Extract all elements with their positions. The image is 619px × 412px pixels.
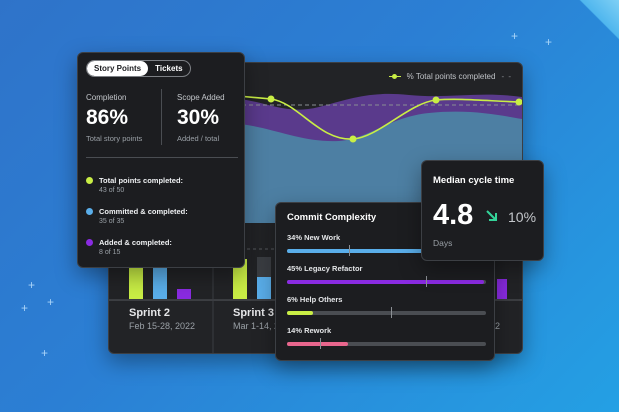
sparkle-icon: + xyxy=(511,29,519,43)
metric-toggle[interactable]: Story Points Tickets xyxy=(86,60,191,77)
points-completed-marker xyxy=(349,135,357,143)
complexity-fill xyxy=(287,311,314,315)
completion-label: Completion xyxy=(86,93,127,102)
story-points-card: Story Points Tickets Completion 86% Tota… xyxy=(77,52,245,268)
complexity-fill xyxy=(287,249,436,253)
median-title: Median cycle time xyxy=(433,175,515,186)
complexity-row-rework: 14% Rework xyxy=(287,326,486,349)
lime-dot-icon xyxy=(86,177,93,184)
scope-label: Scope Added xyxy=(177,93,225,102)
sprint3-total-bar xyxy=(233,259,247,299)
legend-title: Committed & completed: xyxy=(99,207,188,216)
sprint-label: Sprint 3 xyxy=(233,307,274,319)
section-divider xyxy=(86,157,238,158)
legend-value: 35 of 35 xyxy=(99,218,125,225)
blue-dot-icon xyxy=(86,208,93,215)
legend-value: 43 of 50 xyxy=(99,187,125,194)
line-marker-icon xyxy=(388,73,401,81)
complexity-row-legacy-refactor: 45% Legacy Refactor xyxy=(287,264,486,287)
legend-title: Added & completed: xyxy=(99,238,172,247)
scope-sub: Added / total xyxy=(177,134,220,143)
chart-legend-label: % Total points completed xyxy=(406,72,496,81)
median-value: 4.8 xyxy=(433,199,474,231)
sprint2-committed-bar xyxy=(153,267,167,299)
arrow-down-right-icon xyxy=(486,210,497,221)
complexity-label: 14% Rework xyxy=(287,326,332,335)
scope-value: 30% xyxy=(177,106,220,129)
benchmark-tick xyxy=(391,307,392,318)
complexity-row-new-work: 34% New Work xyxy=(287,233,486,256)
benchmark-tick xyxy=(349,245,350,256)
median-cycle-time-card: Median cycle time 4.8 10% Days xyxy=(421,160,544,261)
sparkle-icon: + xyxy=(545,35,553,49)
sparkle-icon: + xyxy=(47,295,55,309)
sparkle-icon: + xyxy=(28,278,36,292)
median-unit: Days xyxy=(433,238,453,248)
complexity-label: 45% Legacy Refactor xyxy=(287,264,363,273)
dash-marker-icon: - - xyxy=(501,72,512,81)
points-completed-marker xyxy=(432,96,440,104)
purple-dot-icon xyxy=(86,239,93,246)
benchmark-tick xyxy=(320,338,321,349)
completion-sub: Total story points xyxy=(86,134,143,143)
chart-legend: % Total points completed - - xyxy=(388,72,512,81)
legend-value: 8 of 15 xyxy=(99,249,121,256)
complexity-row-help-others: 6% Help Others xyxy=(287,295,486,318)
sprint-dates: 2 xyxy=(495,321,501,331)
complexity-fill xyxy=(287,280,484,284)
complexity-fill xyxy=(287,342,349,346)
points-completed-marker xyxy=(515,98,522,106)
sprint4-added-bar xyxy=(497,279,507,299)
sparkle-icon: + xyxy=(41,346,49,360)
complexity-track xyxy=(287,307,486,318)
benchmark-tick xyxy=(426,276,427,287)
sprint2-added-bar xyxy=(177,289,191,299)
corner-decoration xyxy=(579,0,619,40)
complexity-track xyxy=(287,338,486,349)
complexity-track xyxy=(287,276,486,287)
points-completed-marker xyxy=(267,95,275,103)
sparkle-icon: + xyxy=(21,301,29,315)
complexity-title: Commit Complexity xyxy=(287,212,377,223)
completion-value: 86% xyxy=(86,106,129,129)
complexity-label: 6% Help Others xyxy=(287,295,343,304)
sprint-dates: Feb 15-28, 2022 xyxy=(129,321,196,331)
stat-divider xyxy=(161,89,162,145)
legend-title: Total points completed: xyxy=(99,176,184,185)
sprint-dates: Mar 1-14, 2 xyxy=(233,321,280,331)
sprint-label: Sprint 2 xyxy=(129,307,170,319)
tab-tickets[interactable]: Tickets xyxy=(155,64,183,73)
median-delta: 10% xyxy=(508,209,537,225)
tab-story-points[interactable]: Story Points xyxy=(87,61,149,76)
sprint2-total-bar xyxy=(129,261,143,299)
complexity-track xyxy=(287,245,486,256)
sprint3-committed-bar-fill xyxy=(257,277,271,299)
complexity-label: 34% New Work xyxy=(287,233,341,242)
